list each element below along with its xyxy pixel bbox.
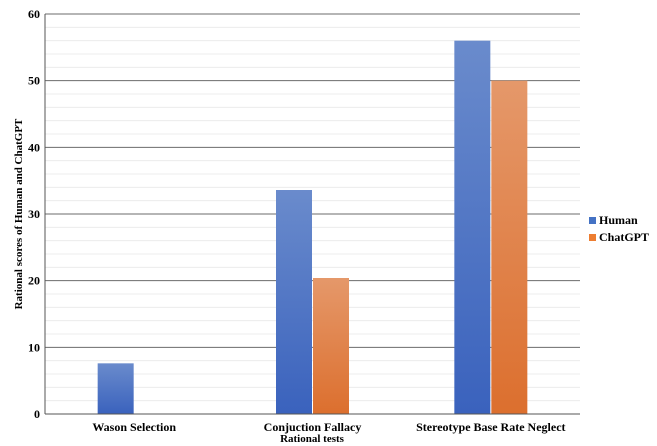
y-tick-label: 60 bbox=[28, 7, 40, 21]
x-axis-title: Rational tests bbox=[280, 433, 345, 445]
y-axis-title: Rational scores of Human and ChatGPT bbox=[13, 118, 25, 309]
legend-item-human: Human bbox=[589, 212, 649, 229]
legend-label-human: Human bbox=[599, 213, 638, 227]
axes bbox=[44, 14, 580, 415]
bar-chatgpt-1 bbox=[313, 278, 349, 414]
legend: Human ChatGPT bbox=[589, 212, 649, 246]
y-tick-label: 40 bbox=[28, 140, 40, 154]
legend-item-chatgpt: ChatGPT bbox=[589, 229, 649, 246]
bars bbox=[97, 40, 528, 415]
x-category-label: Stereotype Base Rate Neglect bbox=[416, 420, 565, 434]
bar-human-1 bbox=[276, 190, 312, 414]
x-category-label: Conjuction Fallacy bbox=[264, 420, 362, 434]
y-tick-label: 0 bbox=[34, 407, 40, 421]
x-category-label: Wason Selection bbox=[92, 420, 176, 434]
tick-labels: 0 10 20 30 40 50 60 Wason Selection Conjuction F… bbox=[28, 7, 566, 434]
legend-swatch-human bbox=[589, 217, 596, 224]
bar-chatgpt-2 bbox=[491, 80, 528, 415]
bar-human-2 bbox=[454, 40, 491, 415]
legend-swatch-chatgpt bbox=[589, 234, 596, 241]
y-tick-label: 10 bbox=[28, 340, 40, 354]
bar-human-0 bbox=[97, 363, 134, 414]
y-tick-label: 50 bbox=[28, 74, 40, 88]
legend-label-chatgpt: ChatGPT bbox=[599, 230, 650, 244]
y-tick-label: 30 bbox=[28, 207, 40, 221]
gridlines bbox=[45, 13, 580, 402]
y-tick-label: 20 bbox=[28, 274, 40, 288]
